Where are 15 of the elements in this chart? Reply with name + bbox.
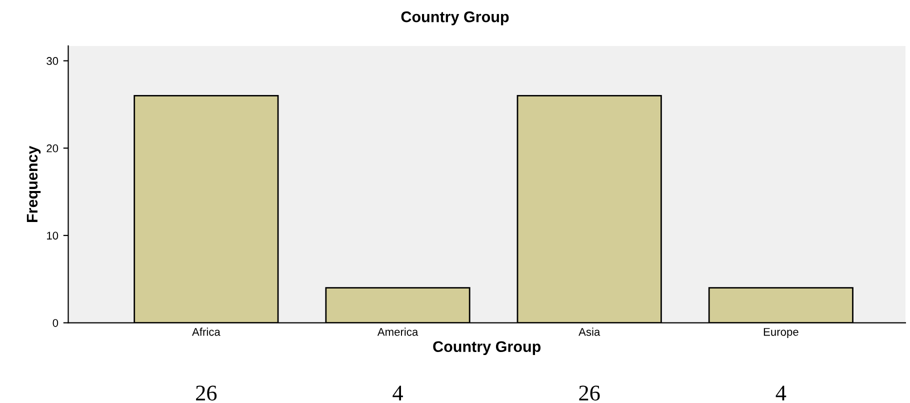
data-label: 4 [392, 386, 403, 400]
chart-title: Country Group [401, 11, 509, 26]
y-tick-label: 20 [46, 144, 58, 152]
x-tick-label: Asia [578, 328, 600, 336]
y-tick-label: 10 [47, 232, 58, 240]
y-tick-label: 0 [52, 319, 58, 327]
x-tick-label: America [377, 328, 418, 336]
x-tick-label: Europe [764, 328, 798, 338]
y-tick-label: 30 [46, 57, 58, 65]
data-label: 26 [196, 386, 217, 401]
x-axis-title: Country Group [433, 341, 541, 356]
y-axis-title: Frequency [26, 146, 41, 222]
data-label: 26 [579, 386, 600, 401]
x-tick-label: Africa [192, 328, 220, 336]
data-label: 4 [776, 386, 786, 400]
